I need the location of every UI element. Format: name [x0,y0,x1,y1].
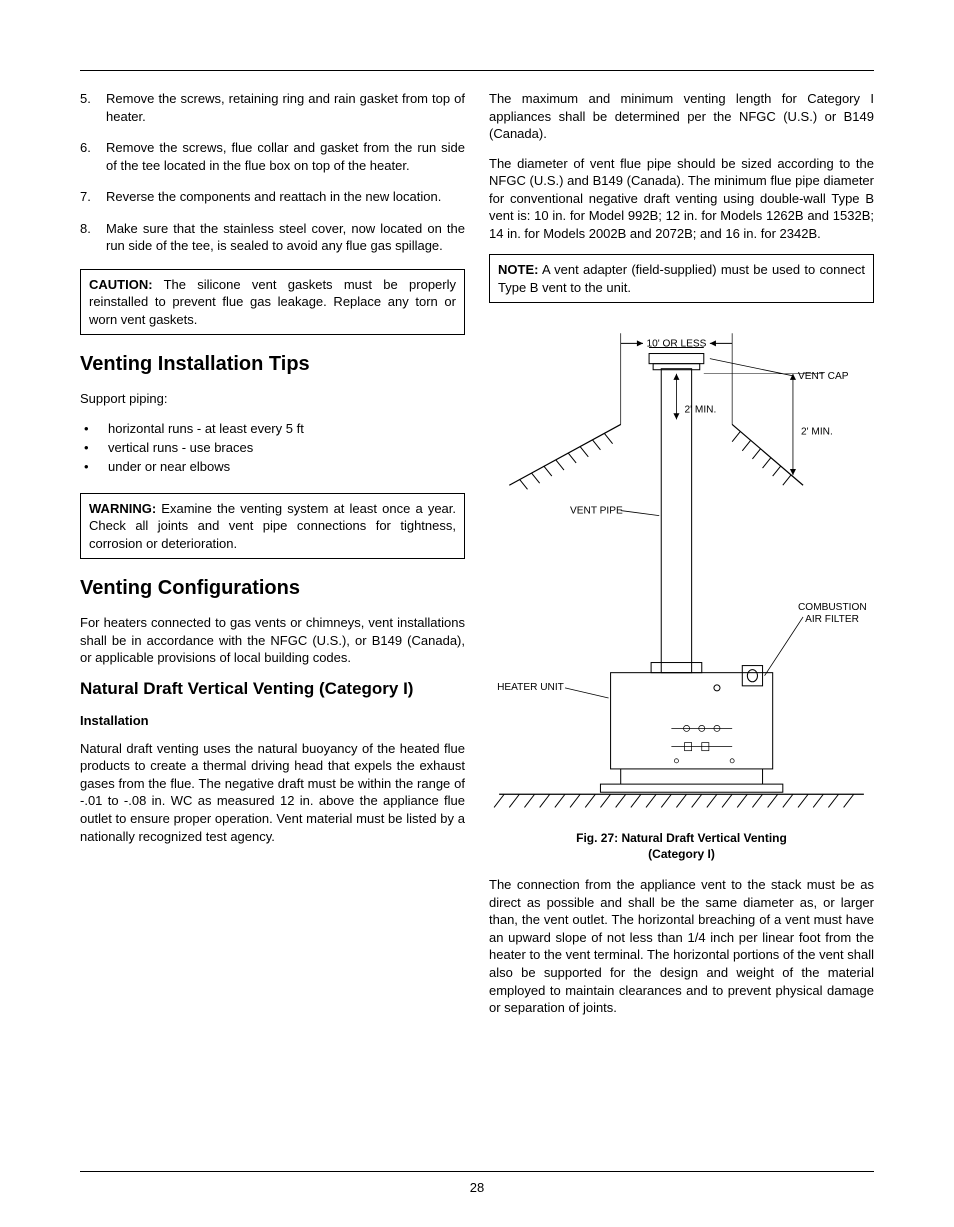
step-text: Reverse the components and reattach in t… [106,188,465,206]
h2-venting-tips: Venting Installation Tips [80,353,465,376]
label-two-min-left: 2' MIN. [685,405,717,416]
h4-installation: Installation [80,713,465,728]
bullet-dot: • [80,458,108,477]
right-column: The maximum and minimum venting length f… [489,90,874,1029]
dim-two-min-right: 2' MIN. [704,374,833,475]
left-column: 5.Remove the screws, retaining ring and … [80,90,465,1029]
bullet-dot: • [80,439,108,458]
config-paragraph: For heaters connected to gas vents or ch… [80,614,465,667]
bullet-item: •vertical runs - use braces [80,439,465,458]
page-bottom-rule [80,1171,874,1172]
warning-label: WARNING: [89,501,156,516]
step-num: 7. [80,188,106,206]
note-text: A vent adapter (field-supplied) must be … [498,262,865,295]
h3-natural-draft: Natural Draft Vertical Venting (Category… [80,679,465,699]
support-bullets: •horizontal runs - at least every 5 ft •… [80,420,465,477]
step-7: 7.Reverse the components and reattach in… [80,188,465,206]
installation-paragraph: Natural draft venting uses the natural b… [80,740,465,845]
note-box: NOTE: A vent adapter (field-supplied) mu… [489,254,874,303]
step-num: 5. [80,90,106,125]
venting-diagram: 10' OR LESS VENT CAP 2' MIN. [489,313,874,820]
step-8: 8.Make sure that the stainless steel cov… [80,220,465,255]
right-p2: The diameter of vent flue pipe should be… [489,155,874,243]
numbered-steps: 5.Remove the screws, retaining ring and … [80,90,465,255]
ground-hatch [494,795,864,808]
bullet-item: •under or near elbows [80,458,465,477]
page-number: 28 [0,1180,954,1195]
h2-venting-config: Venting Configurations [80,577,465,600]
label-ten-or-less: 10' OR LESS [646,339,706,350]
roof-hatch [509,425,803,490]
step-text: Remove the screws, retaining ring and ra… [106,90,465,125]
bullet-text: vertical runs - use braces [108,439,253,458]
leader-vent-pipe: VENT PIPE [570,506,659,517]
dim-two-min-left: 2' MIN. [673,374,716,420]
right-p3: The connection from the appliance vent t… [489,876,874,1016]
step-num: 6. [80,139,106,174]
label-vent-cap: VENT CAP [798,371,849,382]
leader-vent-cap: VENT CAP [710,359,849,382]
caution-box: CAUTION: The silicone vent gaskets must … [80,269,465,336]
label-air-filter: AIR FILTER [805,614,859,625]
note-label: NOTE: [498,262,538,277]
step-text: Remove the screws, flue collar and gaske… [106,139,465,174]
fig-caption-line1: Fig. 27: Natural Draft Vertical Venting [576,831,787,845]
support-piping-label: Support piping: [80,390,465,408]
bullet-item: •horizontal runs - at least every 5 ft [80,420,465,439]
two-column-layout: 5.Remove the screws, retaining ring and … [80,90,874,1029]
page-top-rule [80,70,874,71]
warning-box: WARNING: Examine the venting system at l… [80,493,465,560]
heater-unit-shape [600,663,782,793]
label-combustion: COMBUSTION [798,602,867,613]
bullet-dot: • [80,420,108,439]
step-num: 8. [80,220,106,255]
vent-cap-shape [649,348,704,370]
caution-label: CAUTION: [89,277,153,292]
label-heater-unit: HEATER UNIT [497,682,564,693]
label-vent-pipe: VENT PIPE [570,506,623,517]
label-two-min-right: 2' MIN. [801,427,833,438]
leader-heater-unit: HEATER UNIT [497,682,608,698]
step-5: 5.Remove the screws, retaining ring and … [80,90,465,125]
step-6: 6.Remove the screws, flue collar and gas… [80,139,465,174]
figure-caption: Fig. 27: Natural Draft Vertical Venting … [489,831,874,862]
bullet-text: under or near elbows [108,458,230,477]
step-text: Make sure that the stainless steel cover… [106,220,465,255]
leader-combustion: COMBUSTION AIR FILTER [765,602,867,676]
bullet-text: horizontal runs - at least every 5 ft [108,420,304,439]
right-p1: The maximum and minimum venting length f… [489,90,874,143]
fig-caption-line2: (Category I) [648,847,715,861]
